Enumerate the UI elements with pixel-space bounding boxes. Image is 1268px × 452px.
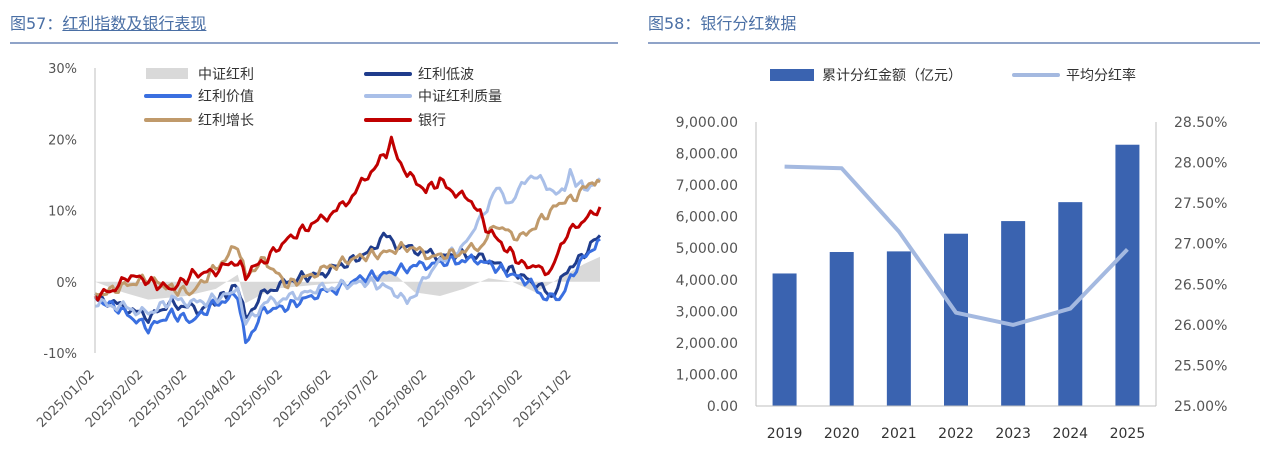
y-tick-label: 5,000.00 [676, 241, 738, 257]
y-tick-label: 2,000.00 [676, 336, 738, 352]
bar-2021 [886, 251, 911, 406]
y2-tick-label: 28.00% [1174, 156, 1227, 172]
y-tick-label: 10% [48, 205, 77, 220]
y2-tick-label: 26.50% [1174, 277, 1227, 293]
bar-2020 [829, 252, 854, 406]
bar-2024 [1058, 202, 1083, 406]
fig58-bar-chart: 9,000.00 8,000.00 7,000.00 6,000.00 5,000.00… [676, 67, 1228, 442]
y2-tick-label: 25.00% [1174, 399, 1227, 415]
legend-swatch-bar [770, 69, 814, 81]
series-line-zengzhang [94, 178, 601, 297]
series-line-zhiliang [94, 168, 602, 326]
series-line-dividend-rate [784, 164, 1129, 327]
x-tick-label: 2021 [881, 426, 917, 442]
y2-tick-label: 28.50% [1174, 115, 1227, 131]
fig57-title: 图57：红利指数及银行表现 [10, 10, 206, 34]
y-tick-label: 4,000.00 [676, 273, 738, 289]
y2-tick-label: 26.00% [1174, 318, 1227, 334]
fig57-title-rule [10, 42, 618, 44]
x-tick-label: 2024 [1052, 426, 1088, 442]
y2-tick-label: 25.50% [1174, 358, 1227, 374]
legend-label: 中证红利 [198, 67, 254, 83]
fig57-title-main: 红利指数及银行表现 [62, 14, 207, 33]
y-tick-label: 30% [48, 62, 77, 77]
y-tick-label: 1,000.00 [676, 367, 738, 383]
series-line-yinhang [93, 135, 602, 302]
y-tick-label: 8,000.00 [676, 147, 738, 163]
y2-tick-label: 27.00% [1174, 237, 1227, 253]
x-tick-label: 2020 [824, 426, 860, 442]
x-tick-label: 2022 [938, 426, 974, 442]
y-tick-label: -10% [43, 347, 77, 362]
bar-2023 [1001, 221, 1026, 406]
legend-label: 银行 [418, 113, 446, 129]
y-tick-label: 0.00 [707, 399, 738, 415]
fig58-title: 图58：银行分红数据 [648, 10, 796, 34]
legend-label: 中证红利质量 [418, 89, 502, 105]
legend-label: 累计分红金额（亿元） [822, 68, 962, 84]
x-tick-label: 2025 [1110, 426, 1146, 442]
x-tick-label: 2019 [767, 426, 803, 442]
legend-label: 红利低波 [418, 67, 474, 83]
y-tick-label: 9,000.00 [676, 115, 738, 131]
y-tick-label: 7,000.00 [676, 178, 738, 194]
series-area-zhongzheng [95, 256, 600, 304]
legend-label: 红利价值 [198, 89, 254, 105]
legend-swatch [146, 68, 188, 79]
bar-2019 [772, 273, 797, 406]
fig57-title-prefix: 图57： [10, 14, 63, 33]
bar-2022 [944, 233, 968, 406]
fig58-title-prefix: 图58： [648, 14, 701, 33]
y-tick-label: 0% [56, 276, 77, 291]
fig58-title-rule [648, 42, 1260, 44]
legend-label: 平均分红率 [1066, 67, 1136, 84]
legend-label: 红利增长 [198, 113, 254, 129]
y-tick-label: 6,000.00 [676, 210, 738, 226]
y-tick-label: 3,000.00 [676, 304, 738, 320]
x-tick-label: 2023 [995, 426, 1031, 442]
fig58-title-main: 银行分红数据 [700, 14, 797, 33]
y2-tick-label: 27.50% [1174, 196, 1227, 212]
y-tick-label: 20% [48, 133, 77, 148]
bar-2025 [1115, 144, 1140, 406]
fig57-line-chart: 30%20%10%0%-10%2025/01/022025/02/022025/… [34, 62, 602, 431]
